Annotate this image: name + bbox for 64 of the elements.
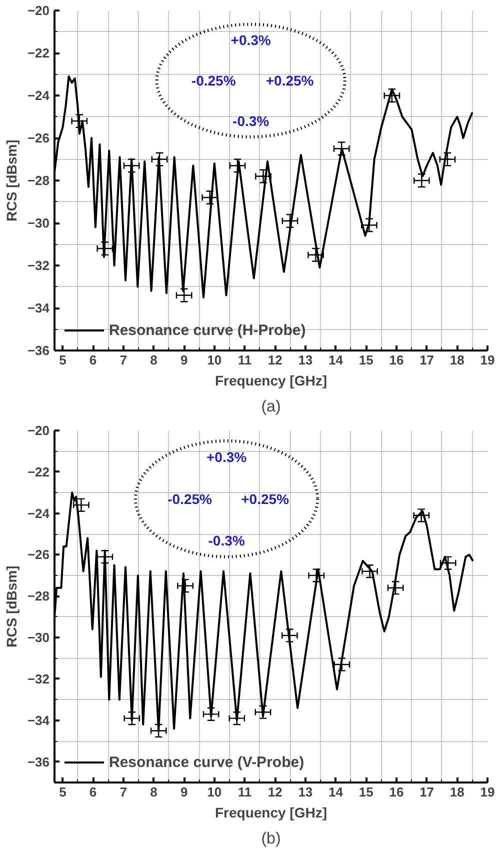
- annotation: +0.3%: [230, 32, 272, 48]
- annotation: +0.3%: [206, 449, 248, 466]
- annotation: +0.25%: [266, 72, 314, 89]
- x-tick-label: 11: [238, 784, 252, 800]
- x-tick-label: 15: [358, 352, 374, 368]
- y-tick-label: −22: [27, 46, 50, 60]
- x-tick-label: 7: [120, 352, 127, 368]
- y-tick-label: −20: [27, 3, 50, 18]
- y-tick-label: −26: [27, 130, 50, 146]
- x-tick-label: 19: [480, 352, 495, 368]
- x-tick-label: 9: [180, 352, 188, 368]
- x-tick-label: 15: [358, 784, 374, 800]
- x-tick-label: 5: [59, 784, 66, 800]
- annotation: -0.3%: [208, 532, 246, 549]
- annotation: -0.3%: [232, 113, 270, 130]
- x-tick-label: 12: [268, 784, 282, 800]
- x-tick-label: 6: [89, 784, 97, 800]
- text: (b): [261, 830, 281, 848]
- y-axis-title: RCS [dBsm]: [3, 566, 20, 648]
- y-tick-label: −34: [27, 300, 50, 316]
- y-tick-label: −24: [27, 88, 50, 103]
- y-tick-label: −30: [27, 216, 50, 230]
- x-tick-label: 8: [150, 352, 158, 368]
- x-tick-label: 7: [120, 784, 127, 800]
- x-tick-label: 9: [180, 784, 188, 800]
- annotation: +0.25%: [241, 490, 290, 507]
- x-tick-label: 11: [238, 352, 252, 368]
- y-tick-label: −28: [27, 588, 50, 604]
- x-tick-label: 13: [298, 352, 313, 368]
- legend-label: Resonance curve (V-Probe): [109, 754, 304, 770]
- annotation: -0.25%: [168, 490, 213, 507]
- y-tick-label: −32: [27, 671, 50, 686]
- y-tick-label: −30: [27, 630, 50, 646]
- y-tick-label: −36: [27, 343, 50, 358]
- x-tick-label: 18: [450, 784, 464, 800]
- y-tick-label: −26: [27, 547, 50, 562]
- x-tick-label: 17: [420, 784, 434, 800]
- x-tick-label: 14: [328, 352, 344, 368]
- x-tick-label: 16: [389, 784, 404, 800]
- x-tick-label: 6: [89, 352, 97, 368]
- x-tick-label: 13: [298, 784, 313, 800]
- x-axis-title: Frequency [GHz]: [214, 804, 328, 820]
- y-tick-label: −34: [27, 712, 50, 728]
- x-tick-label: 14: [328, 784, 344, 800]
- x-axis-title: Frequency [GHz]: [214, 372, 328, 388]
- x-tick-label: 5: [59, 352, 66, 368]
- legend-label: Resonance curve (H-Probe): [109, 322, 306, 338]
- y-tick-label: −20: [27, 423, 50, 438]
- x-tick-label: 8: [150, 784, 158, 800]
- annotation: -0.25%: [191, 72, 236, 89]
- x-tick-label: 12: [268, 352, 282, 368]
- x-tick-label: 17: [420, 352, 434, 368]
- text: (a): [261, 398, 281, 416]
- x-tick-label: 10: [207, 784, 222, 800]
- y-tick-label: −36: [27, 754, 50, 770]
- x-tick-label: 10: [207, 352, 222, 368]
- x-tick-label: 18: [450, 352, 464, 368]
- y-tick-label: −32: [27, 258, 50, 273]
- x-tick-label: 19: [480, 784, 495, 800]
- x-tick-label: 16: [389, 352, 404, 368]
- y-tick-label: −28: [27, 173, 50, 188]
- y-tick-label: −22: [27, 464, 50, 480]
- y-tick-label: −24: [27, 506, 50, 521]
- y-axis-title: RCS [dBsm]: [3, 140, 20, 222]
